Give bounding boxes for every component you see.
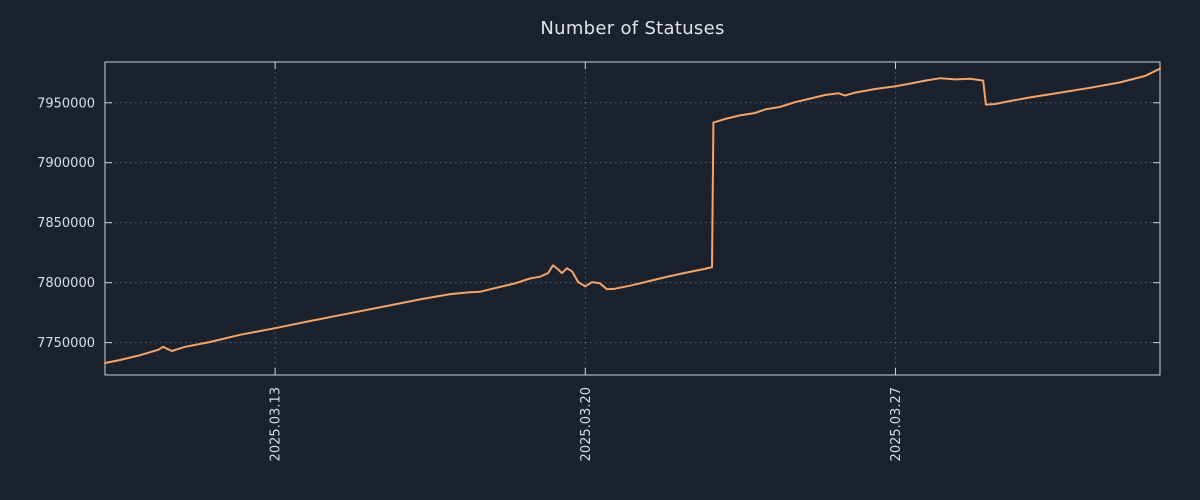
y-tick-label: 7850000: [37, 216, 95, 231]
x-tick-label: 2025.03.13: [269, 387, 284, 461]
y-tick-label: 7800000: [37, 276, 95, 291]
y-tick-label: 7750000: [37, 336, 95, 351]
y-tick-label: 7900000: [37, 156, 95, 171]
data-line: [104, 67, 1161, 364]
x-tick-label: 2025.03.27: [889, 387, 904, 461]
x-tick-label: 2025.03.20: [579, 387, 594, 461]
plot-border: [104, 61, 1161, 376]
y-tick-label: 7950000: [37, 96, 95, 111]
chart-title: Number of Statuses: [540, 18, 725, 39]
